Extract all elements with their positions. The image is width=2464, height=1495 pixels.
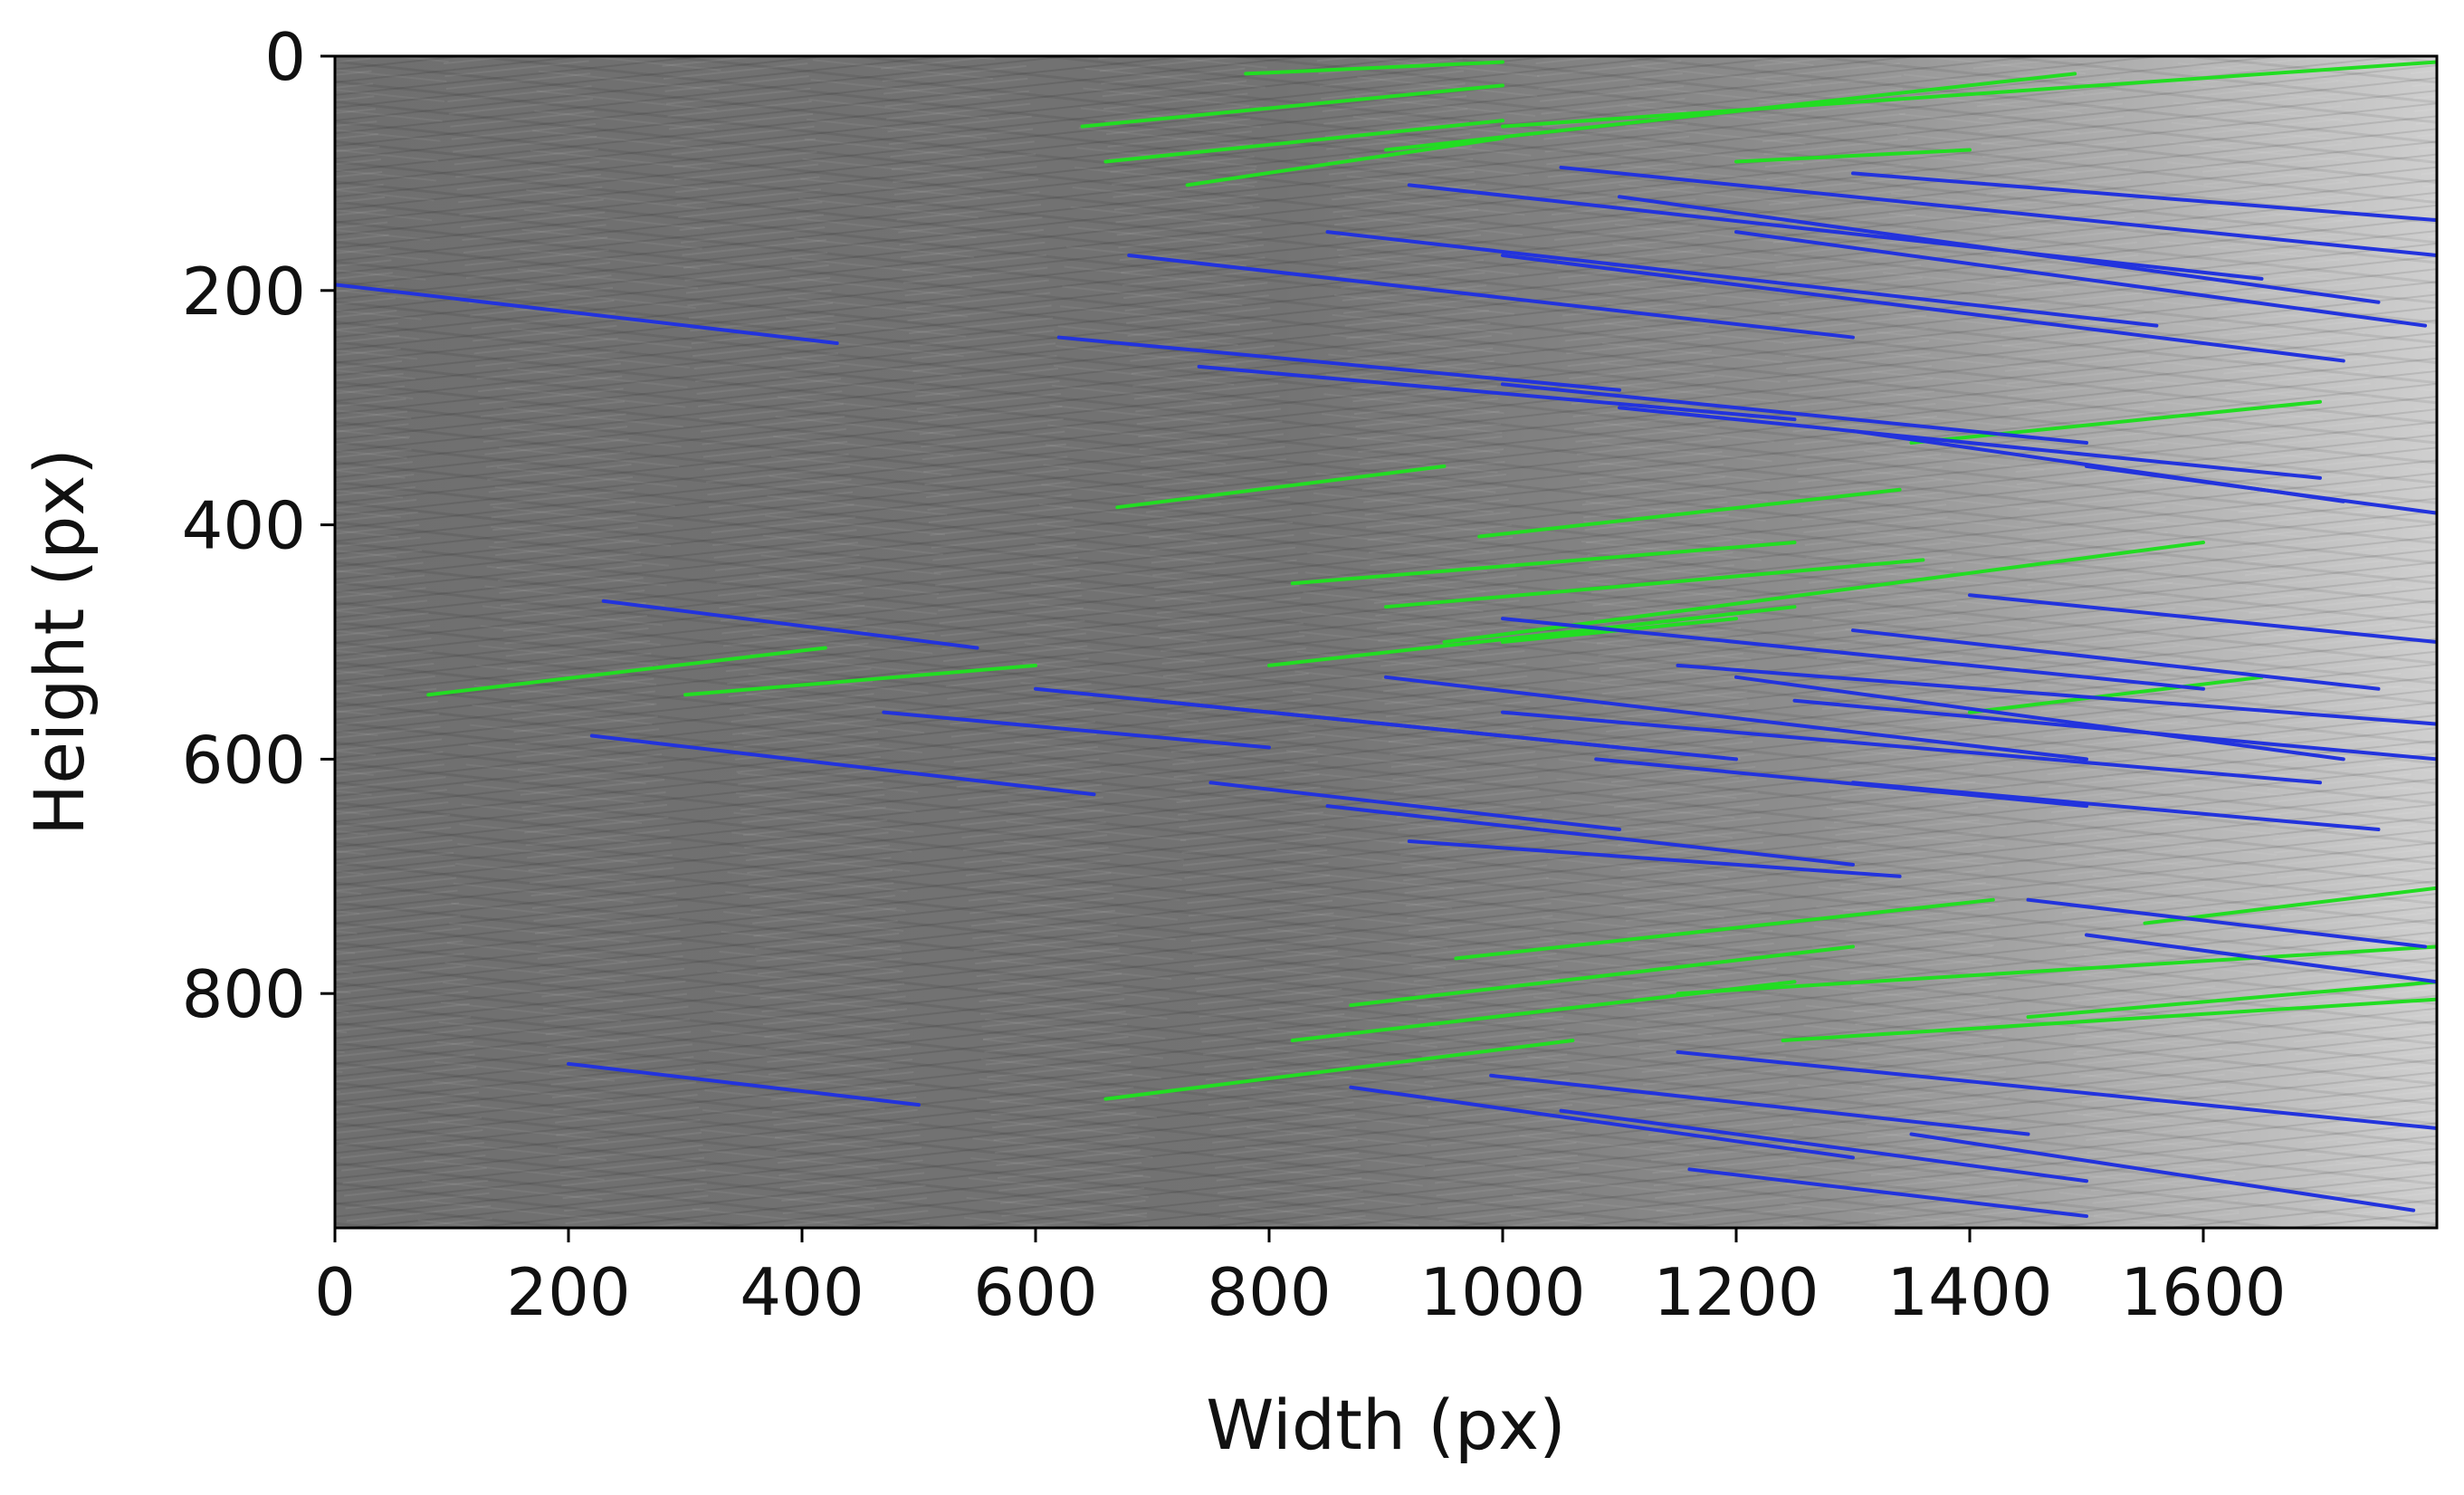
blue-segment-10 <box>1197 364 1797 422</box>
green-segment-19 <box>1349 944 1855 1008</box>
plot-area <box>335 56 2437 1228</box>
blue-segment-5 <box>1501 253 2345 363</box>
blue-segment-20 <box>1676 663 2437 726</box>
blue-segment-4 <box>1325 230 2159 328</box>
blue-segment-30 <box>1407 839 1902 878</box>
green-segment-14 <box>1909 399 2322 446</box>
green-segment-17 <box>1968 675 2264 714</box>
plot-frame <box>333 54 2439 1230</box>
x-tick-label: 1600 <box>2120 1254 2286 1330</box>
blue-segment-19 <box>1501 710 2322 785</box>
green-segment-15 <box>426 646 827 697</box>
y-tick-label: 200 <box>182 254 306 330</box>
blue-segment-7 <box>1127 253 1855 340</box>
x-tick-label: 1200 <box>1653 1254 1819 1330</box>
y-tick-label: 600 <box>182 722 306 798</box>
green-segment-24 <box>2026 980 2437 1020</box>
blue-segment-8 <box>1734 230 2428 328</box>
x-tick-label: 800 <box>1207 1254 1331 1330</box>
green-segment-5 <box>1501 60 2437 129</box>
x-tick-label: 400 <box>740 1254 864 1330</box>
y-tick-label: 0 <box>264 19 306 95</box>
green-segment-21 <box>1103 1038 1575 1101</box>
blue-segment-2 <box>1559 165 2437 257</box>
green-segment-1 <box>1244 60 1504 76</box>
x-tick-label: 1000 <box>1419 1254 1585 1330</box>
blue-segment-1 <box>1407 183 2264 281</box>
blue-segment-29 <box>1325 804 1855 867</box>
blue-segment-series <box>335 165 2437 1219</box>
x-tick-label: 600 <box>973 1254 1097 1330</box>
blue-segment-26 <box>589 733 1096 797</box>
green-segment-3 <box>1185 136 1504 187</box>
y-tick-label: 800 <box>182 956 306 1032</box>
line-segments <box>335 60 2437 1219</box>
blue-segment-9 <box>1056 335 1621 392</box>
green-segment-18 <box>1454 897 1995 961</box>
blue-segment-0 <box>335 283 839 346</box>
blue-segment-24 <box>1501 617 2205 691</box>
green-segment-25 <box>2143 886 2437 925</box>
x-axis-ticks: 0 200 400 600 800 1000 1200 1400 1600 <box>314 1228 2287 1330</box>
y-tick-label: 400 <box>182 488 306 564</box>
blue-segment-15 <box>601 599 979 650</box>
x-tick-label: 1400 <box>1886 1254 2052 1330</box>
blue-segment-32 <box>1851 781 2381 832</box>
green-segment-0 <box>1080 83 1504 129</box>
blue-segment-23 <box>1968 593 2437 644</box>
green-segment-6 <box>1734 148 1972 164</box>
blue-segment-27 <box>882 710 1271 750</box>
blue-segment-11 <box>1501 382 2088 446</box>
blue-segment-25 <box>1734 675 2345 762</box>
blue-segment-35 <box>2085 933 2437 984</box>
green-segment-10 <box>1384 558 1925 609</box>
blue-segment-6 <box>1851 171 2437 223</box>
blue-segment-28 <box>1208 781 1621 832</box>
green-segment-7 <box>1115 464 1447 510</box>
blue-segment-21 <box>1851 628 2381 691</box>
blue-segment-14 <box>2085 464 2437 515</box>
x-tick-label: 0 <box>314 1254 356 1330</box>
green-segment-22 <box>1676 944 2437 996</box>
blue-segment-39 <box>1559 1108 2088 1184</box>
blue-segment-18 <box>1384 675 2088 762</box>
x-tick-label: 200 <box>506 1254 630 1330</box>
blue-segment-41 <box>1909 1132 2416 1212</box>
green-segment-2 <box>1103 119 1504 164</box>
green-segment-16 <box>683 663 1037 697</box>
blue-segment-31 <box>1594 757 2088 809</box>
blue-segment-12 <box>1618 406 2322 480</box>
y-axis-label: Height (px) <box>19 448 100 836</box>
image-texture-secondary <box>335 56 2437 1228</box>
blue-segment-36 <box>1349 1085 1855 1160</box>
green-segment-23 <box>1781 997 2437 1042</box>
blue-segment-3 <box>1618 195 2381 304</box>
blue-segment-38 <box>1676 1049 2437 1131</box>
green-segment-series <box>426 60 2437 1101</box>
blue-segment-33 <box>567 1061 921 1107</box>
blue-segment-34 <box>2026 897 2428 949</box>
green-segment-12 <box>1267 605 1797 667</box>
blue-segment-37 <box>1489 1073 2030 1136</box>
green-segment-8 <box>1477 487 1902 539</box>
x-axis-label: Width (px) <box>1206 1385 1565 1465</box>
y-axis-ticks: 0 200 400 600 800 <box>182 19 335 1032</box>
blue-segment-17 <box>1151 698 1738 762</box>
blue-segment-40 <box>1687 1167 2088 1219</box>
green-segment-9 <box>1290 541 1797 586</box>
